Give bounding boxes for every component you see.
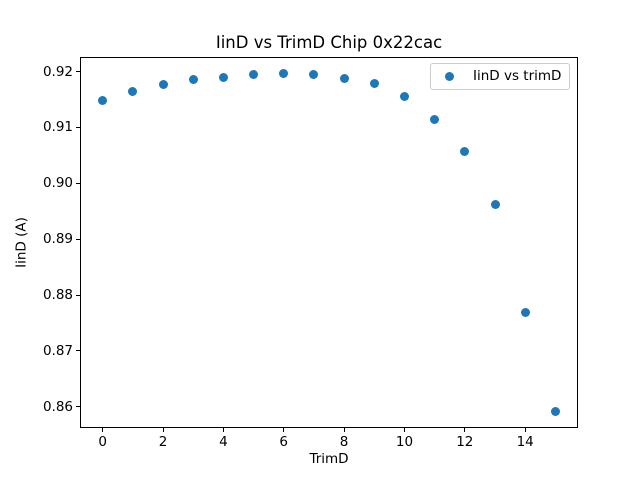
x-tick-mark: [102, 428, 104, 432]
x-tick-label: 2: [158, 434, 168, 450]
data-point: [339, 74, 349, 84]
y-tick-mark: [76, 71, 80, 73]
x-tick-label: 6: [279, 434, 289, 450]
data-point: [550, 406, 560, 416]
y-tick-label: 0.88: [42, 287, 73, 304]
x-axis-label: TrimD: [309, 451, 349, 467]
y-tick-mark: [76, 406, 80, 408]
x-tick-mark: [222, 428, 224, 432]
data-point: [430, 115, 440, 125]
legend-label: IinD vs trimD: [473, 68, 562, 84]
data-point: [158, 79, 168, 89]
y-axis-label: IinD (A): [13, 217, 30, 268]
x-tick-label: 4: [219, 434, 228, 450]
x-tick-mark: [464, 428, 466, 432]
y-tick-mark: [76, 126, 80, 128]
data-point: [520, 308, 530, 318]
data-point: [249, 69, 259, 79]
x-tick-label: 0: [98, 434, 107, 450]
y-tick-mark: [76, 238, 80, 240]
y-tick-label: 0.89: [42, 231, 73, 248]
legend: IinD vs trimD: [430, 63, 570, 90]
data-point: [279, 69, 289, 79]
y-tick-label: 0.91: [42, 119, 73, 136]
x-tick-mark: [524, 428, 526, 432]
data-point: [218, 73, 228, 83]
legend-marker-icon: [445, 72, 454, 81]
data-point: [309, 70, 319, 80]
chart-title: IinD vs TrimD Chip 0x22cac: [215, 33, 443, 52]
x-tick-mark: [403, 428, 405, 432]
data-point: [399, 92, 409, 102]
y-tick-mark: [76, 182, 80, 184]
x-tick-label: 14: [516, 434, 534, 450]
x-tick-label: 8: [339, 434, 349, 450]
x-tick-mark: [162, 428, 164, 432]
y-tick-label: 0.86: [42, 398, 73, 415]
y-tick-label: 0.90: [42, 175, 73, 192]
data-point: [98, 96, 108, 106]
data-point: [188, 75, 198, 85]
data-point: [460, 146, 470, 156]
y-tick-label: 0.92: [42, 63, 73, 80]
data-point: [369, 78, 379, 88]
data-point: [490, 200, 500, 209]
data-point: [128, 86, 138, 96]
x-tick-mark: [283, 428, 285, 432]
x-tick-mark: [343, 428, 345, 432]
x-tick-label: 10: [395, 434, 414, 450]
y-tick-mark: [76, 350, 80, 352]
x-tick-label: 12: [456, 434, 474, 450]
plot-area: [80, 57, 578, 428]
y-tick-mark: [76, 294, 80, 296]
y-tick-label: 0.87: [42, 342, 73, 359]
